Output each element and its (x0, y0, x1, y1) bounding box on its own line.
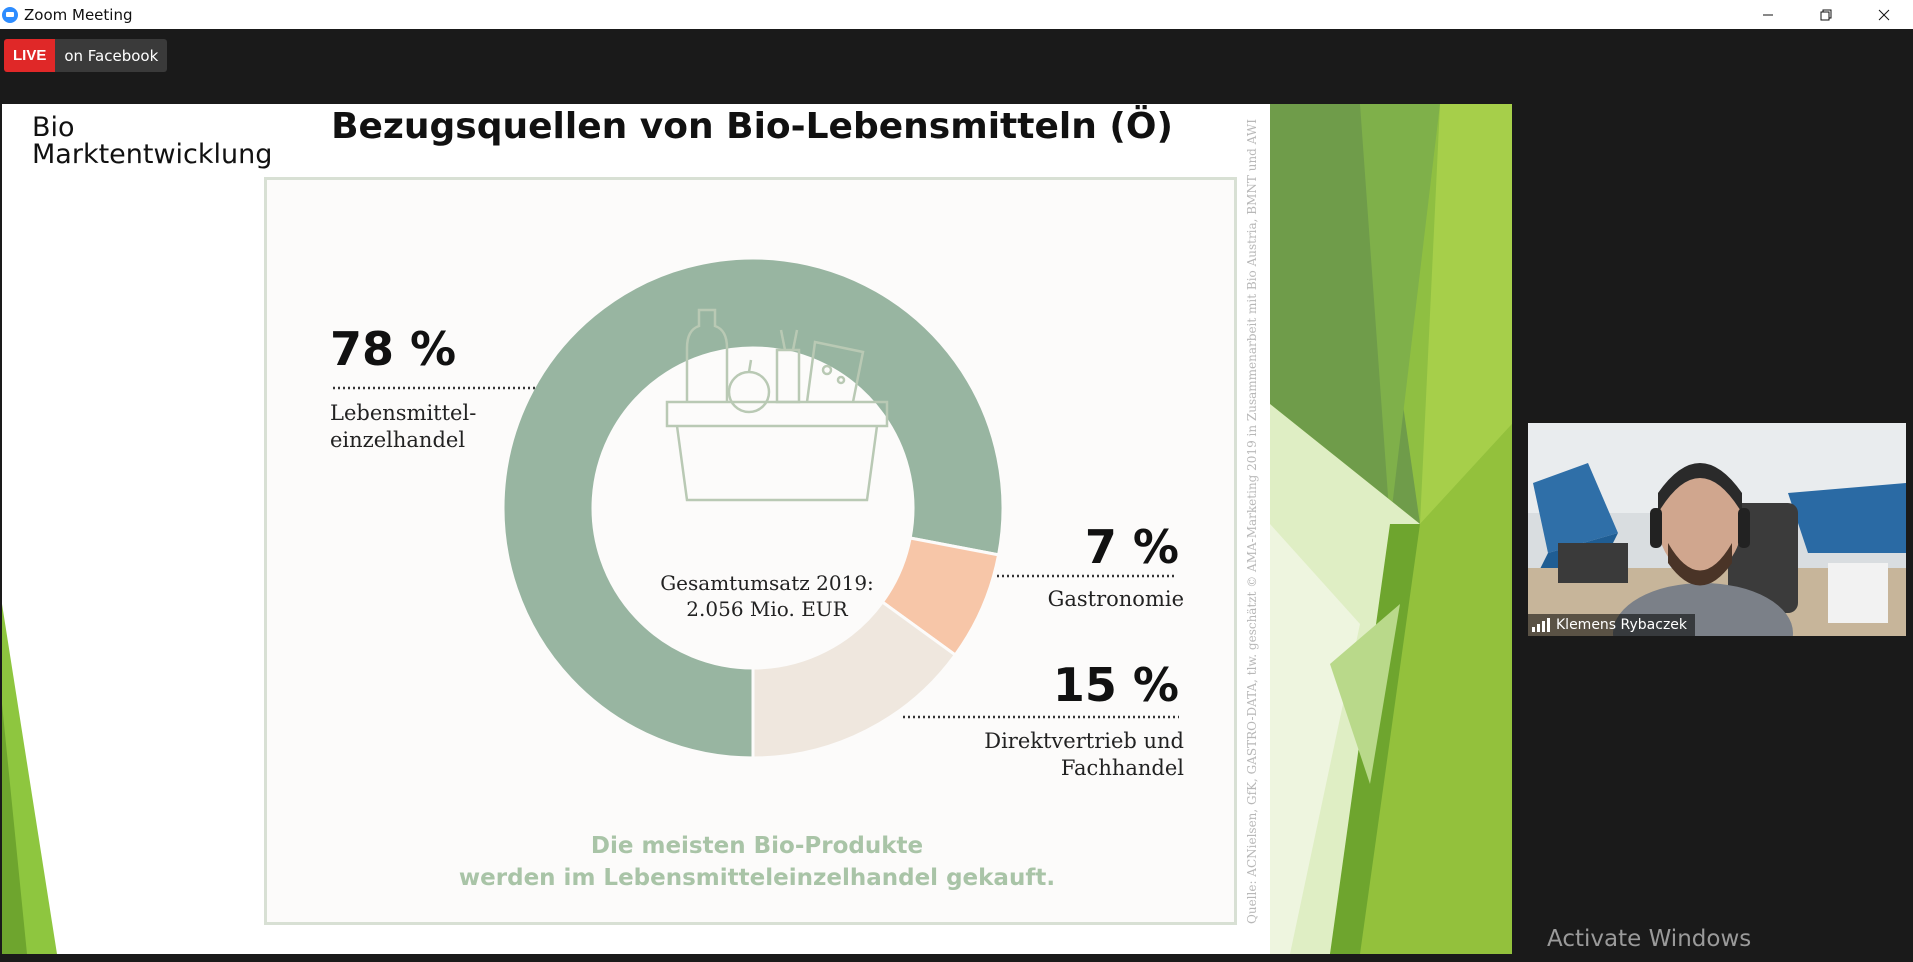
segment-label-direct-line2: Fachhandel (1060, 756, 1184, 780)
activate-windows-watermark: Activate Windows (1547, 926, 1752, 952)
participant-video-tile[interactable]: Klemens Rybaczek (1528, 423, 1906, 636)
live-platform-label: on Facebook (55, 39, 168, 72)
participant-name: Klemens Rybaczek (1556, 617, 1688, 633)
total-sales-label: Gesamtumsatz 2019: (660, 571, 874, 595)
slide-conclusion-line2: werden im Lebensmitteleinzelhandel gekau… (458, 865, 1056, 891)
segment-label-retail: Lebensmittel- einzelhandel (330, 400, 476, 454)
donut-hole (593, 348, 913, 668)
signal-strength-icon (1532, 618, 1550, 632)
restore-icon (1820, 9, 1832, 20)
chart-frame: 78 % Lebensmittel- einzelhandel 7 % Gast… (264, 177, 1237, 925)
total-sales-value: 2.056 Mio. EUR (686, 597, 848, 621)
leader-lines (333, 386, 1179, 719)
participant-video-feed (1528, 423, 1906, 636)
zoom-app-icon (2, 6, 18, 23)
window-title: Zoom Meeting (24, 5, 133, 24)
close-icon (1878, 9, 1890, 20)
close-button[interactable] (1855, 0, 1913, 29)
segment-label-gastronomy: Gastronomie (1047, 587, 1184, 611)
grocery-basket-icon (665, 308, 889, 502)
minimize-button[interactable] (1739, 0, 1797, 29)
slide-logo-line2: Marktentwicklung (32, 139, 273, 170)
segment-label-retail-line1: Lebensmittel- (330, 401, 477, 425)
slide-logo-line1: Bio (32, 112, 75, 143)
shared-slide: Bio Marktentwicklung Bezugsquellen von B… (2, 104, 1512, 954)
donut-chart (333, 256, 1179, 760)
donut-center-text: Gesamtumsatz 2019: 2.056 Mio. EUR (647, 570, 887, 622)
segment-pct-gastronomy: 7 % (1084, 520, 1179, 574)
window-controls (1739, 0, 1913, 29)
segment-label-retail-line2: einzelhandel (330, 428, 466, 452)
slide-decoration-left (2, 604, 57, 954)
slide-conclusion: Die meisten Bio-Produkte werden im Leben… (447, 830, 1067, 894)
window-titlebar: Zoom Meeting (0, 0, 1913, 29)
segment-pct-direct: 15 % (1052, 658, 1179, 712)
slide-source-note: Quelle: ACNielsen, GfK, GASTRO-DATA, tlw… (1245, 119, 1259, 924)
segment-label-direct-line1: Direktvertrieb und (984, 729, 1184, 753)
slide-logo: Bio Marktentwicklung (32, 114, 272, 168)
participant-name-tag: Klemens Rybaczek (1528, 614, 1696, 636)
minimize-icon (1763, 14, 1773, 15)
restore-button[interactable] (1797, 0, 1855, 29)
segment-pct-retail: 78 % (330, 322, 457, 376)
slide-conclusion-line1: Die meisten Bio-Produkte (590, 833, 924, 859)
slide-decoration-right (1270, 104, 1512, 954)
live-label: LIVE (4, 39, 56, 72)
segment-label-direct: Direktvertrieb und Fachhandel (879, 728, 1184, 782)
live-stream-badge[interactable]: LIVE on Facebook (4, 39, 168, 72)
slide-title: Bezugsquellen von Bio-Lebensmitteln (Ö) (331, 106, 1173, 147)
